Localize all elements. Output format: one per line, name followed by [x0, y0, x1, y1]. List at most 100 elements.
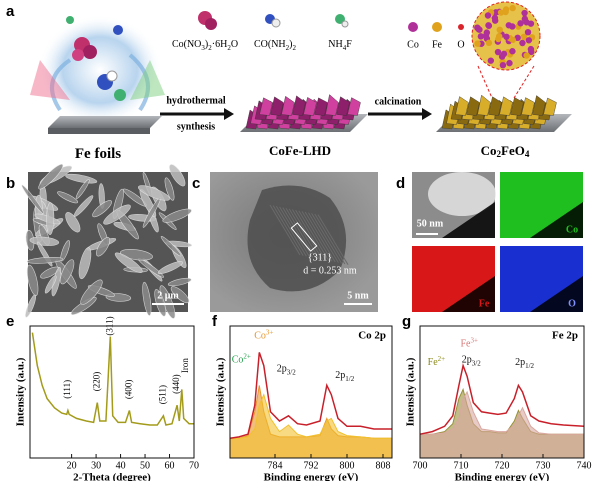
panel-label: c: [192, 175, 200, 192]
atom: [474, 24, 481, 31]
x-tick-label: 20: [67, 460, 77, 471]
lattice-fringe: [311, 213, 343, 264]
atom: [527, 45, 535, 53]
text-piece: 1/2: [345, 375, 354, 383]
text-piece: 2+: [243, 352, 251, 360]
sem-flake: [57, 191, 79, 204]
scale-label: 5 nm: [347, 290, 369, 301]
x-tick-label: 50: [140, 460, 150, 471]
atom: [499, 61, 507, 69]
sem-flake: [25, 294, 37, 318]
atom: [485, 39, 493, 47]
sem-flake: [103, 204, 131, 225]
map-shadow: [530, 202, 583, 238]
sem-flake: [75, 179, 90, 199]
x-tick-label: 710: [454, 460, 469, 471]
text-piece: Co: [254, 331, 266, 342]
annotation: 2p3/2: [277, 364, 296, 376]
lattice-fringe: [288, 208, 320, 260]
sem-flake: [65, 212, 81, 233]
lattice-fringe: [269, 204, 301, 256]
x-tick-label: 720: [495, 460, 510, 471]
nanosheet: [336, 96, 350, 116]
nanosheet: [259, 97, 273, 116]
peak-label: (220): [91, 372, 101, 392]
peak-label: (111): [62, 380, 72, 399]
lattice-box: [290, 222, 318, 252]
lattice-fringe: [282, 207, 314, 258]
component-area: [230, 394, 392, 458]
text-piece: NH: [328, 39, 342, 50]
sem-flake: [60, 259, 75, 285]
particle: [247, 185, 347, 292]
scale-label: 50 nm: [417, 218, 444, 229]
lattice-fringe: [307, 212, 339, 263]
annotation: 2p1/2: [335, 370, 354, 382]
text-piece: 3+: [470, 336, 478, 344]
sem-flake: [26, 256, 63, 264]
stage-label: CoFe-LHD: [269, 143, 331, 158]
text-piece: CoFe-LHD: [269, 143, 331, 158]
annotation: Fe2+: [428, 355, 446, 369]
arrow-head: [422, 108, 432, 120]
x-tick-label: 740: [577, 460, 592, 471]
text-piece: 3: [201, 44, 205, 52]
x-tick-label: 60: [165, 460, 175, 471]
atom: [509, 48, 516, 55]
sem-flake: [167, 277, 192, 287]
lattice-fringe: [317, 214, 349, 265]
x-tick-label: 30: [91, 460, 101, 471]
plot-frame: [29, 325, 195, 459]
nanosheet: [281, 95, 295, 116]
map-label: Fe: [479, 298, 490, 309]
atom: [477, 33, 485, 40]
nanosheet: [532, 95, 546, 116]
atom: [525, 37, 533, 44]
text-piece: 3/2: [472, 359, 481, 367]
element-dot: [458, 24, 464, 30]
plane-label: {311}: [308, 252, 332, 263]
atom: [521, 9, 528, 17]
chart-title: Fe 2p: [552, 330, 578, 342]
atom: [519, 39, 526, 47]
series-line: [31, 332, 194, 426]
text-piece: 2p: [462, 355, 472, 366]
text-piece: 2: [208, 44, 212, 52]
atom: [502, 6, 510, 13]
sem-flake: [46, 202, 55, 235]
nanosheet: [510, 97, 524, 116]
sem-flake: [160, 236, 182, 257]
atom: [485, 22, 492, 29]
sem-flake: [78, 247, 92, 280]
atom: [491, 17, 499, 24]
annotation: Fe3+: [460, 336, 478, 350]
atom: [509, 36, 517, 44]
sem-flake: [38, 163, 64, 190]
text-piece: ): [289, 39, 292, 50]
sem-flake: [162, 208, 192, 223]
atom: [506, 59, 513, 67]
atom: [497, 9, 505, 16]
text-piece: 2p: [335, 370, 345, 381]
text-piece: 2: [496, 149, 501, 159]
atom: [500, 50, 508, 58]
text-piece: ): [205, 39, 208, 50]
text-piece: 2p: [277, 364, 287, 375]
sem-flake: [60, 240, 70, 262]
nanosheet: [303, 97, 317, 116]
element-label: Co: [407, 39, 419, 50]
series-line: [419, 362, 585, 435]
text-piece: 2: [227, 44, 231, 52]
text-piece: 1/2: [525, 362, 534, 370]
text-piece: F: [346, 39, 352, 50]
nanosheet: [499, 96, 513, 116]
series-line: [420, 387, 584, 435]
sem-flake: [21, 184, 45, 215]
map-label: Co: [566, 224, 578, 235]
series-line: [420, 390, 584, 435]
x-tick-label: 730: [536, 460, 551, 471]
element-label: Fe: [432, 39, 443, 50]
atom: [482, 32, 490, 39]
series-line: [229, 352, 392, 439]
